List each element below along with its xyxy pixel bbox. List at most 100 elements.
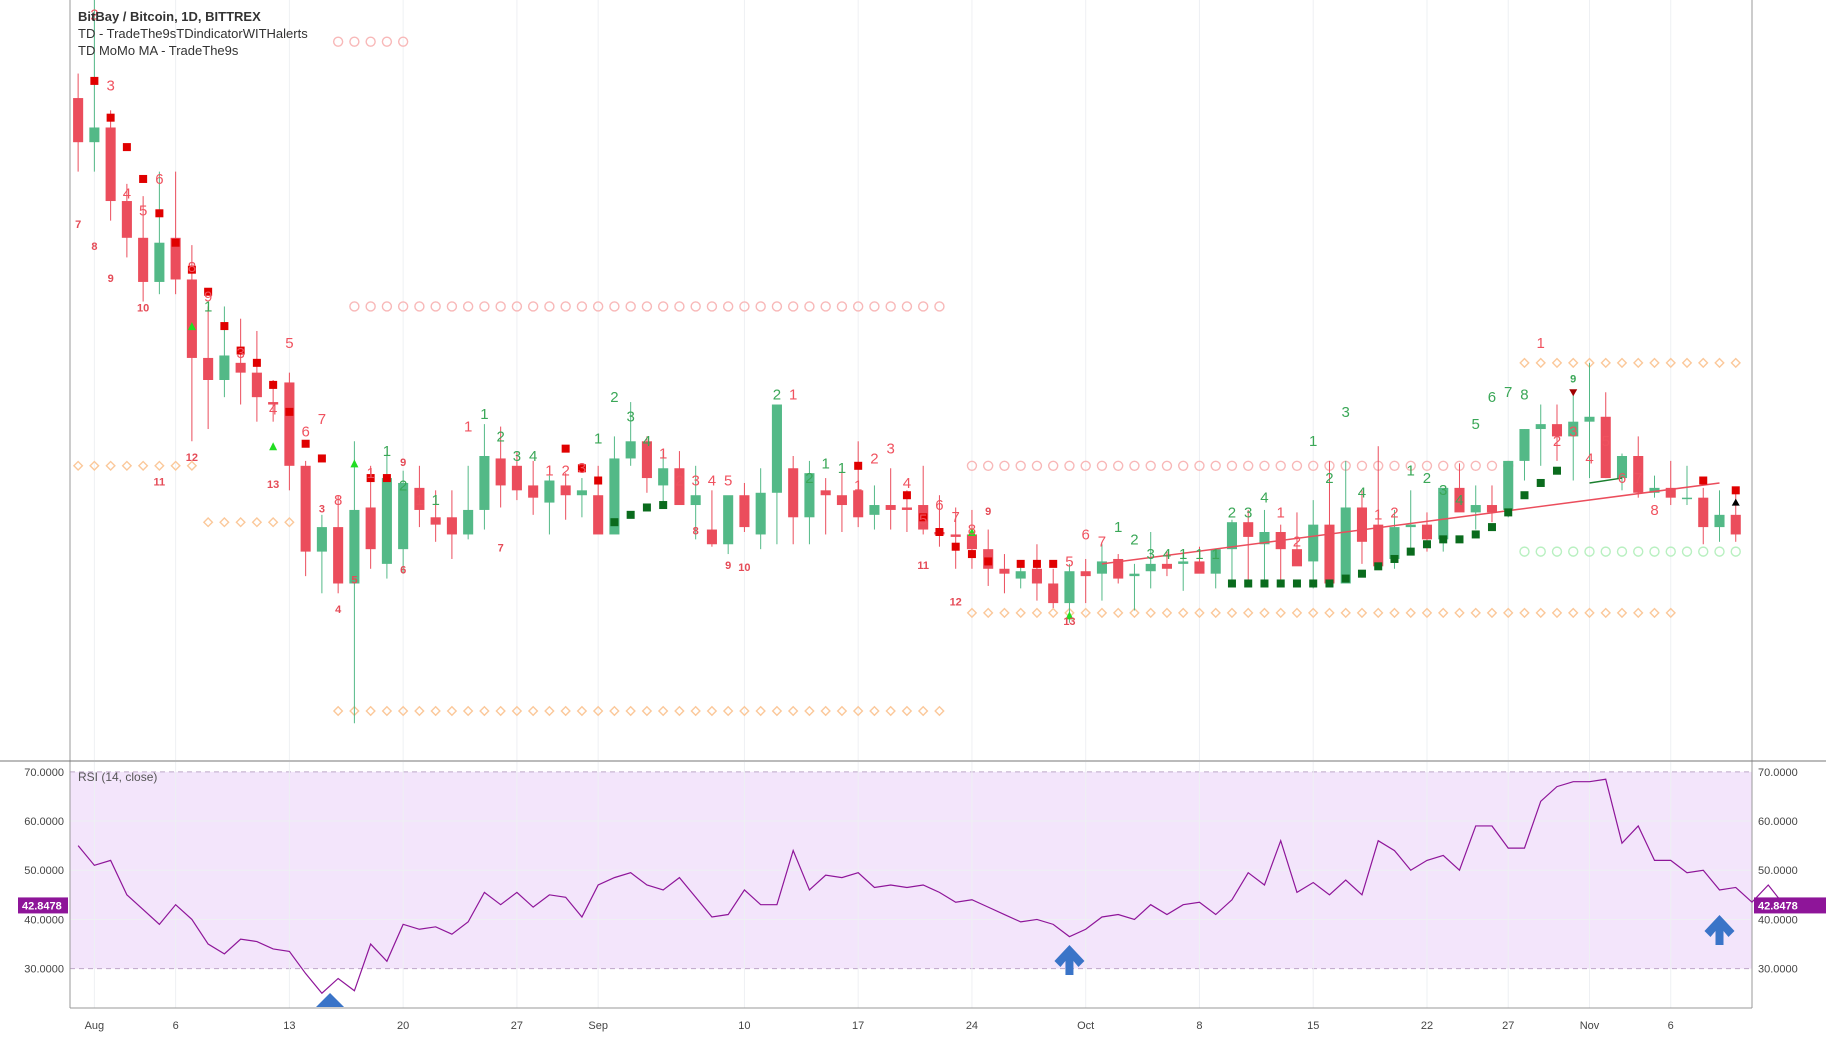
tdst-support-dot [349, 705, 360, 717]
tdst-support-dot [869, 705, 880, 717]
tdst-resistance-dot [1047, 460, 1059, 472]
td-setup-marker-red [285, 407, 294, 416]
tdst-resistance-dot [885, 301, 896, 312]
time-axis-tick: 20 [397, 1020, 409, 1032]
td-setup-marker-red [1032, 559, 1041, 568]
tdst-resistance-dot [1096, 460, 1108, 472]
candle-body [1438, 487, 1449, 540]
td-setup-marker-green [642, 503, 651, 512]
candle-body [1714, 514, 1725, 528]
tdst-support-dot [771, 705, 783, 717]
time-axis-tick: 6 [1668, 1020, 1674, 1032]
tdst-support-dot [1275, 607, 1286, 619]
td-setup-marker-red [935, 528, 944, 536]
td-setup-marker-red [301, 439, 310, 448]
candle-body [804, 473, 815, 518]
candle-body [560, 485, 571, 496]
time-axis-tick: 22 [1421, 1020, 1433, 1032]
tdst-resistance-dot [804, 301, 815, 312]
tdst-support-dot [1389, 607, 1400, 619]
candle-body [1210, 549, 1221, 574]
tdst-support-dot [1210, 607, 1221, 619]
td-count-number: 1 [1179, 546, 1187, 563]
candle-body [706, 529, 717, 545]
tdst-support-dot [219, 516, 230, 528]
tdst-support-dot [1600, 607, 1611, 619]
tdst-resistance-dot [414, 301, 425, 312]
tdst-resistance-dot [966, 460, 978, 472]
td-setup-marker-red [1016, 559, 1025, 568]
candle-body [1584, 416, 1595, 422]
tdst-support-dot [1535, 357, 1546, 369]
tdst-support-dot-green [1600, 546, 1611, 557]
tdst-resistance-dot [511, 301, 523, 312]
td-count-number: 2 [1553, 433, 1561, 450]
tdst-support-dot [576, 705, 588, 717]
candle-body [1324, 524, 1335, 584]
td-setup-marker-red [382, 474, 391, 483]
candle-body [1405, 524, 1416, 528]
tdst-resistance-dot [1259, 460, 1270, 472]
time-axis-tick: Aug [85, 1020, 105, 1032]
td-count-number: 4 [903, 475, 911, 492]
tdst-support-dot [999, 607, 1010, 619]
tdst-support-dot [170, 460, 181, 472]
candle-body [105, 127, 116, 202]
candle-body [430, 517, 441, 525]
tdst-support-dot [690, 705, 701, 717]
time-axis-tick: 10 [738, 1020, 750, 1032]
td-count-number: 5 [1472, 416, 1480, 433]
tdst-support-dot-green [1665, 546, 1676, 557]
candle-body [235, 362, 246, 373]
td-setup-marker-green [610, 518, 619, 527]
tdst-support-dot [1145, 607, 1156, 619]
chart-title: BitBay / Bitcoin, 1D, BITTREX [78, 9, 261, 24]
td-count-number: 2 [561, 463, 569, 480]
tdst-resistance-dot [349, 36, 360, 47]
tdst-resistance-dot [901, 301, 913, 312]
rsi-axis-tick-right: 50.0000 [1758, 865, 1798, 877]
td-count-number: 2 [1423, 470, 1431, 487]
td-count-number: 1 [204, 298, 212, 315]
candle-body [658, 468, 669, 486]
rsi-value-label-left: 42.8478 [22, 900, 62, 912]
td-count-number: 7 [1504, 384, 1512, 401]
td-count-number: 5 [919, 512, 927, 529]
tdst-support-dot [1568, 357, 1579, 369]
tdst-support-dot [1730, 357, 1741, 369]
tdst-support-dot [332, 705, 344, 717]
td-count-number: 1 [822, 455, 830, 472]
candle-body [300, 465, 311, 552]
momo-ma-line-green [1589, 477, 1623, 484]
candle-body [609, 458, 620, 535]
td-count-number: 8 [1650, 502, 1658, 519]
tdst-support-dot [836, 705, 848, 717]
tdst-support-dot [1259, 607, 1270, 619]
tdst-support-dot [1031, 607, 1043, 619]
rsi-value-badge-right [1754, 897, 1826, 914]
tdst-resistance-dot [1129, 460, 1140, 472]
tdst-support-dot [1340, 607, 1351, 619]
candle-body [284, 382, 295, 466]
candle-body [1161, 563, 1172, 569]
td-setup-marker-red [577, 464, 586, 473]
candle-body [479, 456, 490, 510]
rsi-buy-arrow-icon [1704, 915, 1735, 945]
candle-body [121, 201, 132, 238]
tdst-support-dot [72, 460, 84, 472]
td-count-number: 4 [1358, 485, 1366, 502]
tdst-support-dot [1372, 607, 1384, 619]
candle-body [251, 372, 262, 398]
td-count-number: 4 [123, 186, 131, 203]
td-countdown-number: 12 [186, 452, 198, 464]
td-count-number: 4 [708, 472, 716, 489]
rsi-value-badge-left [18, 897, 68, 914]
candle-body [381, 478, 392, 564]
tdst-support-dot [1519, 357, 1530, 369]
tdst-support-dot [1535, 607, 1546, 619]
td-count-number: 8 [188, 259, 196, 276]
td-setup-marker-green [1357, 569, 1366, 578]
tdst-support-dot [1470, 607, 1481, 619]
td-count-number: 1 [1195, 546, 1203, 563]
td-count-number: 7 [1634, 470, 1642, 487]
